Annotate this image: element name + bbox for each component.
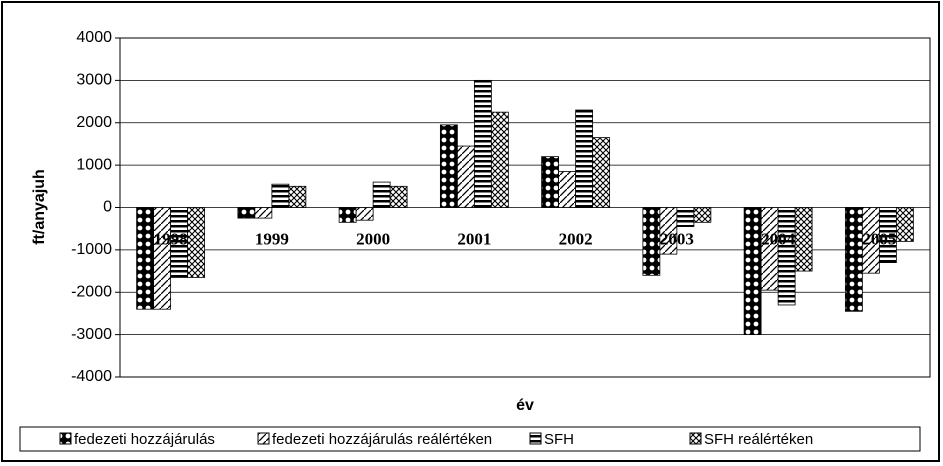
- x-tick-label: 2003: [660, 229, 694, 248]
- bar: [642, 207, 661, 276]
- bar: [558, 171, 577, 208]
- legend-swatch: [59, 432, 72, 445]
- bar: [844, 207, 863, 312]
- bar: [389, 185, 408, 208]
- legend-label: fedezeti hozzájárulás reálértéken: [272, 431, 492, 448]
- bar: [288, 185, 307, 208]
- bar: [743, 207, 762, 336]
- x-tick-label: 2000: [356, 229, 390, 248]
- legend-swatch: [257, 432, 270, 445]
- y-tick-label: -1000: [71, 241, 112, 258]
- bar: [794, 207, 813, 272]
- y-tick-label: -4000: [71, 368, 112, 385]
- y-tick-label: -2000: [71, 283, 112, 300]
- y-tick-label: -3000: [71, 326, 112, 343]
- bar: [760, 207, 779, 291]
- bar: [439, 124, 458, 208]
- bar: [372, 181, 391, 208]
- legend-box: [19, 426, 921, 452]
- bar: [355, 207, 374, 221]
- bar: [338, 207, 357, 223]
- y-axis-label: ft/anyajuh: [31, 169, 48, 245]
- legend-swatch: [529, 432, 542, 445]
- bar: [456, 145, 475, 208]
- x-tick-label: 1998: [154, 229, 188, 248]
- bar: [676, 207, 695, 227]
- bar: [777, 207, 796, 306]
- bar: [187, 207, 206, 278]
- legend-label: fedezeti hozzájárulás: [74, 431, 215, 448]
- y-tick-label: 3000: [76, 72, 112, 89]
- bar: [237, 207, 256, 219]
- bar: [136, 207, 155, 310]
- bar: [490, 111, 509, 208]
- y-tick-label: 2000: [76, 114, 112, 131]
- bar: [271, 183, 290, 208]
- x-tick-label: 2005: [862, 229, 896, 248]
- y-tick-label: 4000: [76, 29, 112, 46]
- bar: [473, 79, 492, 208]
- x-tick-label: 2001: [457, 229, 491, 248]
- bar: [153, 207, 172, 310]
- legend-label: SFH reálértéken: [704, 431, 813, 448]
- y-tick-label: 1000: [76, 156, 112, 173]
- bar: [693, 207, 712, 223]
- bar: [575, 109, 594, 208]
- bar: [254, 207, 273, 219]
- bar: [895, 207, 914, 242]
- x-tick-label: 2004: [761, 229, 796, 248]
- bar: [541, 156, 560, 208]
- x-tick-label: 2002: [559, 229, 593, 248]
- legend-label: SFH: [544, 431, 574, 448]
- bar: [592, 137, 611, 208]
- legend-swatch: [689, 432, 702, 445]
- x-tick-label: 1999: [255, 229, 289, 248]
- bar: [659, 207, 678, 255]
- y-tick-label: 0: [103, 199, 112, 216]
- x-axis-label: év: [516, 397, 534, 414]
